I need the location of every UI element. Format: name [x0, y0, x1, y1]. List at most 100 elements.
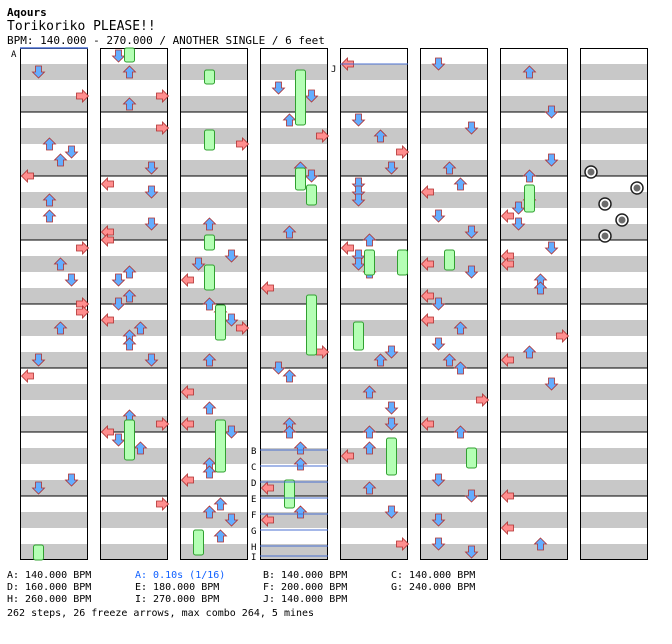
step-arrow-up	[133, 321, 148, 335]
step-arrow-down	[271, 81, 286, 95]
step-arrow-right	[396, 145, 410, 159]
bpm-marker-h: H	[251, 543, 256, 553]
step-arrow-down	[384, 505, 399, 519]
step-arrow-down	[464, 545, 479, 559]
step-arrow-left	[500, 353, 514, 367]
bpm-entry: F: 200.000 BPM	[263, 582, 348, 593]
step-arrow-down	[64, 473, 79, 487]
step-arrow-up	[213, 497, 228, 511]
step-arrow-up	[42, 193, 57, 207]
step-arrow-down	[144, 217, 159, 231]
step-arrow-up	[362, 441, 377, 455]
chart-column	[340, 48, 408, 560]
step-arrow-up	[282, 369, 297, 383]
step-arrow-left	[180, 385, 194, 399]
bpm-marker-a: A	[11, 50, 17, 60]
step-arrow-down	[351, 193, 366, 207]
step-arrow-right	[156, 497, 170, 511]
step-arrow-up	[42, 209, 57, 223]
bpm-marker-i: I	[251, 553, 256, 563]
step-arrow-up	[362, 233, 377, 247]
freeze-arrow	[353, 321, 364, 351]
step-arrow-right	[556, 329, 570, 343]
step-arrow-right	[76, 241, 90, 255]
step-arrow-up	[202, 297, 217, 311]
freeze-arrow	[204, 264, 215, 291]
step-arrow-left	[420, 289, 434, 303]
step-arrow-left	[500, 209, 514, 223]
bpm-marker-g: G	[251, 527, 256, 537]
freeze-arrow	[124, 47, 135, 63]
step-arrow-down	[351, 113, 366, 127]
step-arrow-up	[202, 505, 217, 519]
step-arrow-down	[384, 161, 399, 175]
bpm-entry: I: 270.000 BPM	[135, 594, 220, 605]
freeze-arrow	[284, 479, 295, 509]
freeze-arrow	[124, 419, 135, 461]
step-arrow-left	[500, 257, 514, 271]
bpm-entry: G: 240.000 BPM	[391, 582, 476, 593]
step-arrow-left	[100, 425, 114, 439]
step-arrow-up	[533, 281, 548, 295]
step-arrow-up	[442, 161, 457, 175]
step-arrow-up	[373, 129, 388, 143]
step-arrow-down	[111, 297, 126, 311]
song-title: Torikoriko PLEASE!!	[7, 19, 156, 34]
bpm-marker-j: J	[331, 65, 336, 75]
step-arrow-right	[76, 305, 90, 319]
step-arrow-left	[100, 233, 114, 247]
step-arrow-up	[122, 289, 137, 303]
step-arrow-up	[453, 177, 468, 191]
bpm-entry: C: 140.000 BPM	[391, 570, 476, 581]
step-arrow-up	[453, 321, 468, 335]
freeze-arrow	[397, 249, 408, 276]
freeze-arrow	[204, 129, 215, 151]
freeze-arrow	[524, 184, 535, 213]
step-arrow-up	[53, 257, 68, 271]
step-arrow-down	[464, 489, 479, 503]
step-arrow-down	[464, 225, 479, 239]
step-arrow-up	[53, 153, 68, 167]
step-arrow-up	[53, 321, 68, 335]
step-arrow-up	[293, 505, 308, 519]
step-arrow-left	[420, 313, 434, 327]
freeze-arrow	[295, 167, 306, 191]
step-arrow-right	[396, 537, 410, 551]
bpm-entry: B: 140.000 BPM	[263, 570, 348, 581]
step-arrow-up	[122, 265, 137, 279]
step-arrow-down	[271, 361, 286, 375]
bpm-entry: H: 260.000 BPM	[7, 594, 92, 605]
mine-icon	[598, 197, 612, 211]
freeze-arrow	[364, 249, 375, 276]
step-arrow-up	[202, 217, 217, 231]
step-arrow-up	[522, 169, 537, 183]
step-arrow-up	[122, 97, 137, 111]
bpm-entry: E: 180.000 BPM	[135, 582, 220, 593]
freeze-arrow	[306, 184, 317, 206]
step-arrow-left	[260, 281, 274, 295]
step-arrow-up	[213, 529, 228, 543]
step-arrow-down	[384, 401, 399, 415]
chart-meta: BPM: 140.000 - 270.000 / ANOTHER SINGLE …	[7, 34, 325, 47]
chart-summary: 262 steps, 26 freeze arrows, max combo 2…	[7, 608, 315, 619]
step-arrow-left	[420, 185, 434, 199]
step-arrow-down	[31, 353, 46, 367]
freeze-arrow	[215, 419, 226, 473]
step-arrow-down	[464, 265, 479, 279]
freeze-arrow	[386, 437, 397, 476]
step-arrow-up	[202, 465, 217, 479]
step-arrow-down	[64, 145, 79, 159]
step-arrow-left	[20, 369, 34, 383]
step-arrow-down	[64, 273, 79, 287]
mine-icon	[630, 181, 644, 195]
step-arrow-up	[453, 425, 468, 439]
step-arrow-down	[431, 209, 446, 223]
freeze-arrow	[444, 249, 455, 271]
bpm-marker-b: B	[251, 447, 256, 457]
step-arrow-up	[293, 441, 308, 455]
step-arrow-down	[544, 153, 559, 167]
chart-column	[420, 48, 488, 560]
step-arrow-up	[522, 345, 537, 359]
step-arrow-down	[431, 513, 446, 527]
step-arrow-down	[544, 105, 559, 119]
